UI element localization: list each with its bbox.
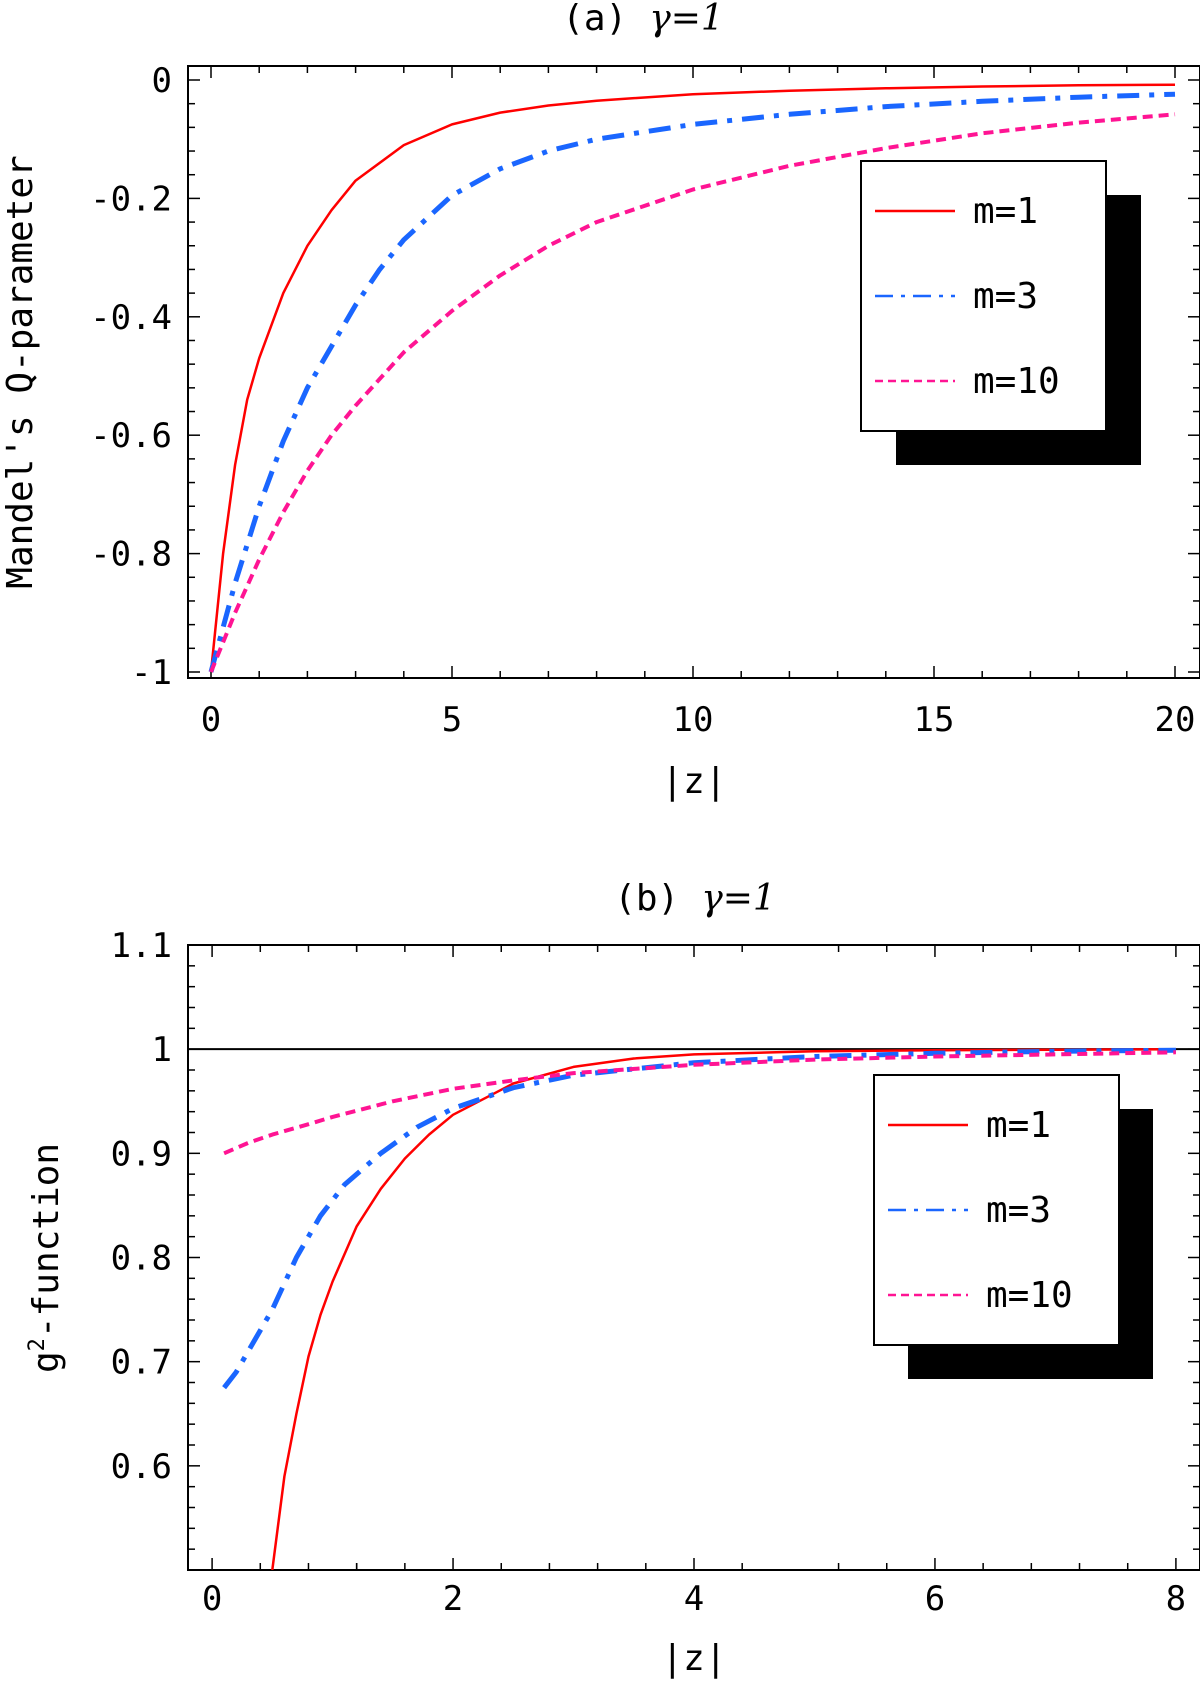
b-legend-label-m3: m=3 — [986, 1190, 1051, 1231]
panel-a-y-axis-label: Mandel's Q-parameter — [0, 155, 41, 588]
a-x-tick-label: 0 — [201, 700, 221, 740]
b-series-line-m1 — [271, 1047, 1176, 1570]
panel-b-title: (b) γ=1 — [614, 878, 776, 919]
panel-b-y-axis-label: g2-function — [25, 1143, 67, 1373]
a-y-tick-label: -1 — [131, 653, 172, 693]
b-x-tick-label: 2 — [443, 1579, 463, 1619]
b-y-tick-label: 0.9 — [111, 1134, 172, 1174]
a-x-tick-label: 20 — [1155, 700, 1196, 740]
a-x-tick-label: 5 — [442, 700, 462, 740]
panel-a: (a) γ=1 0 5 10 15 20 0-0.2-0.4-0.6-0.8-1 |z| … — [0, 0, 1200, 802]
panel-a-legend: m=1 m=3 m=10 — [860, 160, 1141, 465]
a-y-tick-label: -0.6 — [90, 416, 172, 456]
a-y-tick-label: -0.4 — [90, 298, 172, 338]
a-x-tick-label: 10 — [673, 700, 714, 740]
a-series-line-m1 — [209, 83, 1176, 673]
panel-a-y-tick-labels: 0 -0.2 -0.4 -0.6 -0.8 -1 — [90, 61, 172, 693]
panel-a-ticks — [188, 66, 1200, 678]
a-series-line-m10 — [209, 112, 1176, 673]
a-legend-label-m3: m=3 — [973, 276, 1038, 317]
b-series-line-m3 — [222, 1047, 1176, 1390]
b-x-tick-label: 4 — [684, 1579, 704, 1619]
b-y-tick-label: 0.7 — [111, 1343, 172, 1383]
panel-a-series — [208, 83, 1176, 673]
panel-b: (b) γ=1 0 2 4 6 8 1.1 1 0.9 0.8 0.7 0.6 |z| g2-fun… — [25, 878, 1200, 1679]
b-y-tick-label: 1 — [152, 1030, 172, 1070]
panel-b-x-axis-label: |z| — [661, 1638, 726, 1679]
b-x-tick-label: 8 — [1166, 1579, 1186, 1619]
a-series-line-m3 — [208, 91, 1176, 673]
b-legend-label-m1: m=1 — [986, 1105, 1051, 1146]
panel-b-series — [222, 1047, 1176, 1570]
panel-b-x-tick-labels: 0 2 4 6 8 — [202, 1579, 1186, 1619]
a-y-tick-label: -0.2 — [90, 179, 172, 219]
panel-a-frame — [187, 65, 1200, 679]
b-legend-label-m10: m=10 — [986, 1275, 1073, 1316]
a-legend-label-m10: m=10 — [973, 361, 1060, 402]
panel-a-x-tick-labels: 0 5 10 15 20 — [201, 700, 1196, 740]
a-y-tick-label: 0 — [152, 61, 172, 101]
panel-a-title: (a) γ=1 — [562, 0, 724, 39]
panel-a-x-axis-label: |z| — [661, 761, 726, 802]
b-y-tick-label: 1.1 — [111, 926, 172, 966]
a-legend-label-m1: m=1 — [973, 191, 1038, 232]
b-x-tick-label: 6 — [925, 1579, 945, 1619]
b-y-tick-label: 0.8 — [111, 1239, 172, 1279]
a-x-tick-label: 15 — [914, 700, 955, 740]
b-y-tick-label: 0.6 — [111, 1447, 172, 1487]
a-y-tick-label: -0.8 — [90, 535, 172, 575]
panel-b-y-tick-labels: 1.1 1 0.9 0.8 0.7 0.6 — [111, 926, 172, 1487]
b-x-tick-label: 0 — [202, 1579, 222, 1619]
panel-b-legend: m=1 m=3 m=10 — [873, 1074, 1153, 1379]
